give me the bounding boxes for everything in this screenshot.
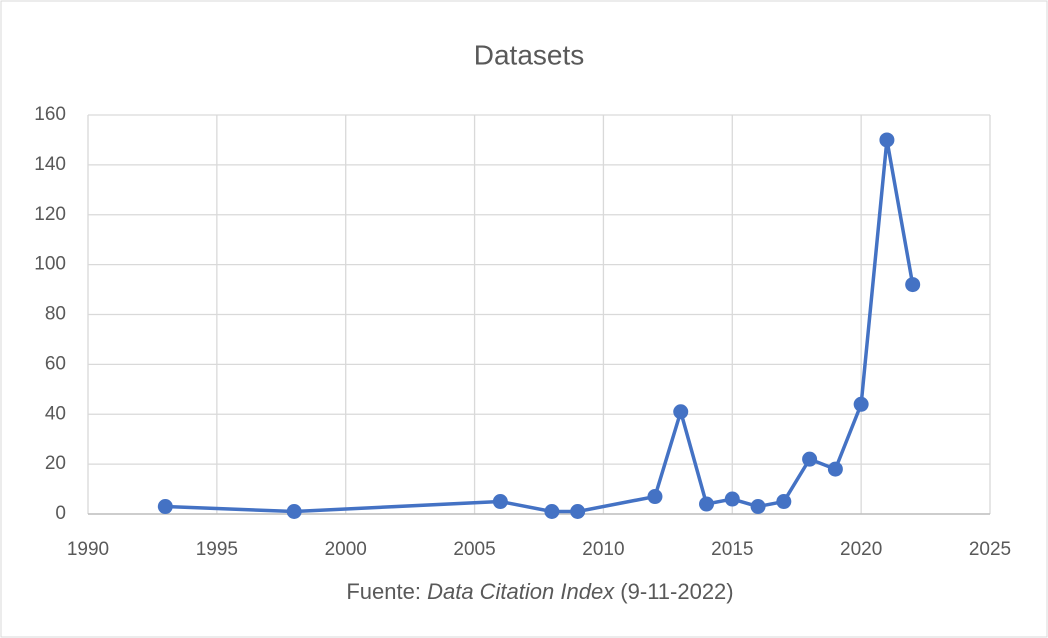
- x-tick-label: 2010: [582, 539, 624, 560]
- chart-title: Datasets: [474, 39, 585, 70]
- y-tick-label: 140: [34, 154, 66, 175]
- x-axis-label-part: Fuente:: [346, 579, 427, 604]
- x-tick-label: 1995: [196, 539, 238, 560]
- x-tick-label: 2000: [325, 539, 367, 560]
- x-axis-label: Fuente: Data Citation Index (9-11-2022): [346, 579, 733, 604]
- data-point: [570, 504, 586, 520]
- data-point: [286, 504, 302, 520]
- series-line: [165, 138, 915, 514]
- data-point: [724, 491, 740, 507]
- y-tick-label: 60: [45, 353, 66, 374]
- data-point: [647, 489, 663, 505]
- data-point: [699, 496, 715, 512]
- data-point: [879, 132, 895, 148]
- data-point: [802, 451, 818, 467]
- data-point: [827, 461, 843, 477]
- y-tick-label: 120: [34, 204, 66, 225]
- data-point: [157, 499, 173, 515]
- y-tick-label: 100: [34, 254, 66, 275]
- y-tick-label: 20: [45, 453, 66, 474]
- data-point: [853, 396, 869, 412]
- data-point: [673, 404, 689, 420]
- data-point: [776, 494, 792, 510]
- y-tick-label: 0: [55, 503, 66, 524]
- data-point: [544, 504, 560, 520]
- y-tick-label: 80: [45, 304, 66, 325]
- data-point: [750, 499, 766, 515]
- x-tick-label: 2015: [711, 539, 753, 560]
- y-tick-label: 160: [34, 104, 66, 125]
- x-tick-label: 2020: [840, 539, 882, 560]
- x-tick-label: 1990: [67, 539, 109, 560]
- y-tick-label: 40: [45, 403, 66, 424]
- x-axis-label-part: Data Citation Index: [427, 579, 615, 604]
- data-point: [492, 494, 508, 510]
- data-point: [905, 277, 921, 293]
- x-tick-label: 2005: [453, 539, 495, 560]
- x-tick-label: 2025: [969, 539, 1011, 560]
- x-axis-label-part: (9-11-2022): [614, 579, 733, 604]
